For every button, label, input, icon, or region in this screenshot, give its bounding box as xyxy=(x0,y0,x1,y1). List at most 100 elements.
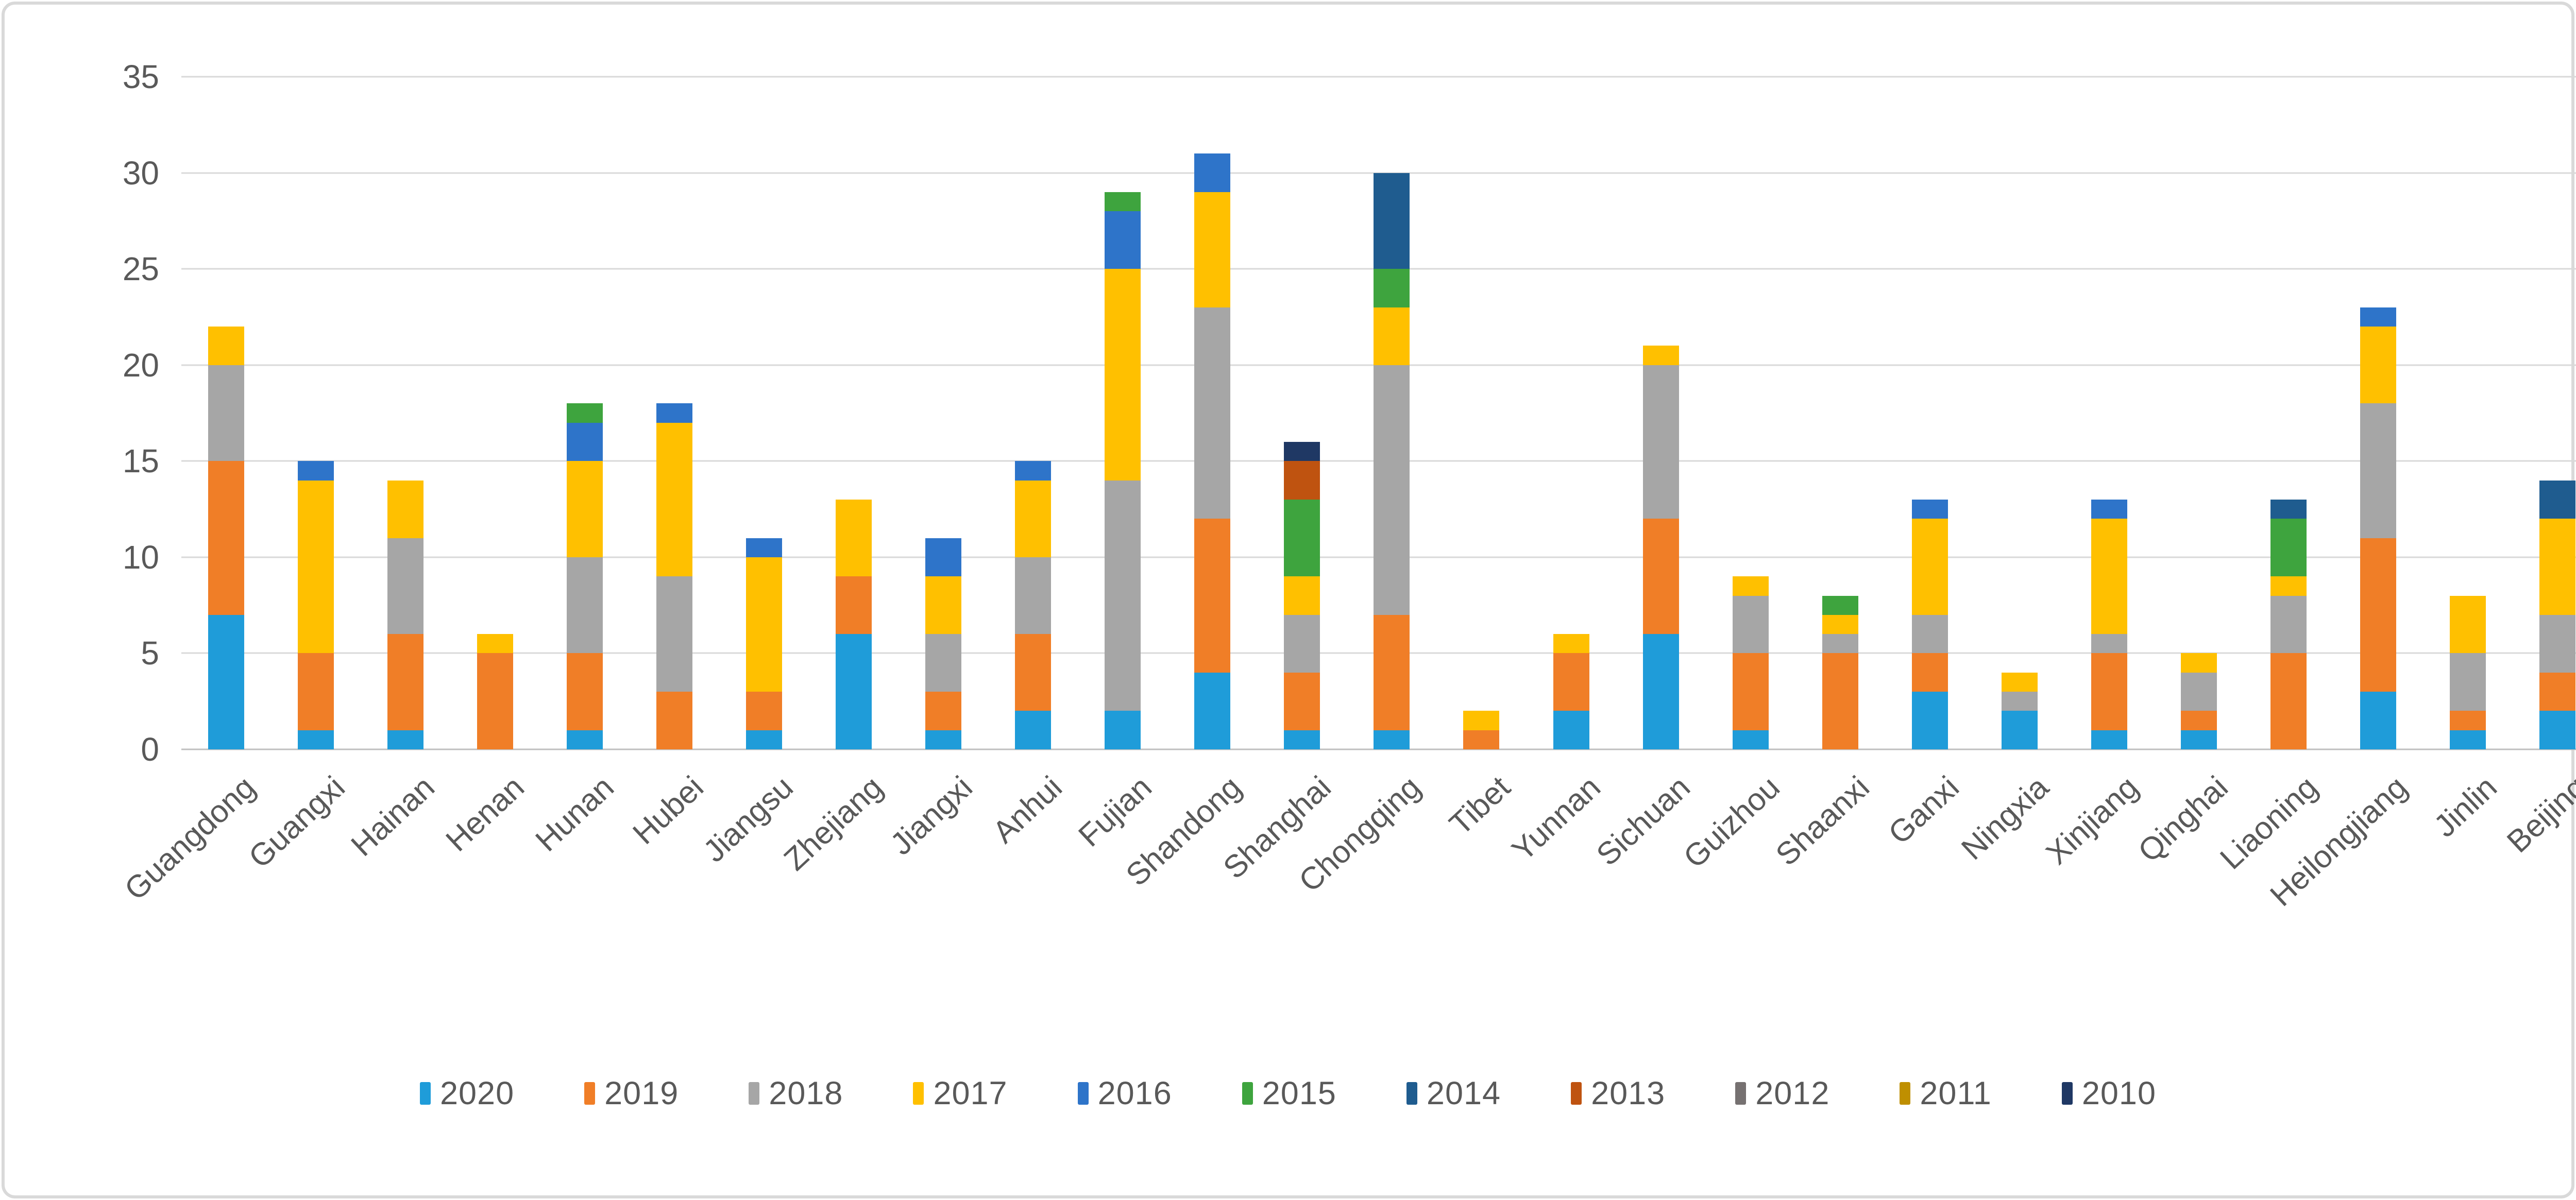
y-axis-tick-label: 10 xyxy=(122,538,159,576)
bar-segment-xinjiang-2018 xyxy=(2091,634,2127,654)
bar-segment-guangdong-2020 xyxy=(208,614,245,749)
x-axis-tick-label: Hunan xyxy=(529,769,621,859)
legend-swatch-icon xyxy=(1571,1082,1582,1105)
bar-segment-qinghai-2020 xyxy=(2180,730,2217,749)
legend-label: 2018 xyxy=(769,1075,843,1111)
legend-swatch-icon xyxy=(1406,1082,1417,1105)
bar-segment-fujian-2015 xyxy=(1105,192,1141,212)
bar-segment-ganxi-2017 xyxy=(1911,519,1948,615)
bar-segment-shaanxi-2018 xyxy=(1822,634,1858,654)
x-axis-tick-label: Ningxia xyxy=(1954,769,2055,867)
y-axis-tick-label: 5 xyxy=(141,635,159,672)
x-axis-tick-label: Ganxi xyxy=(1881,769,1965,851)
legend-item-2015: 2015 xyxy=(1242,1075,1336,1112)
bar-segment-guizhou-2017 xyxy=(1732,576,1769,596)
legend-swatch-icon xyxy=(1900,1082,1911,1105)
legend-label: 2010 xyxy=(2081,1075,2157,1111)
bar-segment-yunnan-2019 xyxy=(1553,653,1589,711)
bar-segment-guangdong-2017 xyxy=(208,327,245,365)
bar-segment-shaanxi-2019 xyxy=(1822,653,1858,749)
bar-segment-sichuan-2019 xyxy=(1642,519,1679,635)
x-axis-tick-label: Tibet xyxy=(1443,769,1517,842)
bar-segment-shanghai-2015 xyxy=(1284,499,1320,577)
bar-segment-liaoning-2018 xyxy=(2270,595,2307,654)
bar-segment-qinghai-2017 xyxy=(2180,653,2217,673)
bar-segment-ningxia-2018 xyxy=(2001,692,2038,711)
bar-segment-jinlin-2019 xyxy=(2449,711,2486,730)
x-axis-tick-label: Shaanxi xyxy=(1769,769,1876,872)
bar-segment-jiangsu-2017 xyxy=(746,557,783,692)
x-axis-tick-label: Anhui xyxy=(986,769,1069,850)
bar-segment-henan-2019 xyxy=(477,653,514,749)
x-axis-tick-label: Zhejiang xyxy=(777,769,890,878)
bar-segment-liaoning-2014 xyxy=(2270,499,2307,519)
x-axis-tick-label: Sichuan xyxy=(1589,769,1697,872)
legend-item-2011: 2011 xyxy=(1900,1075,1991,1112)
legend-item-2018: 2018 xyxy=(749,1075,843,1112)
bar-segment-hunan-2016 xyxy=(567,422,603,461)
bar-segment-ganxi-2018 xyxy=(1911,614,1948,654)
bar-segment-fujian-2018 xyxy=(1105,480,1141,711)
x-axis-tick-label: Guizhou xyxy=(1676,769,1786,875)
legend-item-2014: 2014 xyxy=(1406,1075,1501,1112)
legend-label: 2012 xyxy=(1755,1075,1830,1111)
bar-segment-shanghai-2020 xyxy=(1284,730,1320,749)
y-axis-tick-label: 35 xyxy=(122,58,159,95)
bar-segment-hunan-2019 xyxy=(567,653,603,730)
bar-segment-beijing-2019 xyxy=(2539,672,2575,711)
chart-legend: 2020 2019 2018 2017 2016 2015 2014 2013 2012 2011… xyxy=(5,1075,2571,1112)
bar-segment-jinlin-2017 xyxy=(2449,595,2486,654)
bar-segment-tibet-2019 xyxy=(1463,730,1500,749)
bar-segment-zhejiang-2020 xyxy=(836,634,872,749)
bar-segment-shaanxi-2015 xyxy=(1822,595,1858,615)
bar-segment-guangxi-2020 xyxy=(298,730,334,749)
bar-segment-hainan-2020 xyxy=(387,730,424,749)
bar-segment-ganxi-2019 xyxy=(1911,653,1948,692)
x-axis-tick-label: Guangxi xyxy=(242,769,352,875)
legend-swatch-icon xyxy=(749,1082,760,1105)
bar-segment-guangxi-2017 xyxy=(298,480,334,654)
bar-segment-tibet-2017 xyxy=(1463,711,1500,730)
bar-segment-xinjiang-2019 xyxy=(2091,653,2127,730)
bar-segment-jiangxi-2017 xyxy=(925,576,962,635)
bar-segment-jiangxi-2019 xyxy=(925,692,962,730)
bar-segment-heilongjiang-2016 xyxy=(2360,307,2396,327)
bar-segment-hunan-2015 xyxy=(567,403,603,423)
bar-segment-hainan-2017 xyxy=(387,480,424,538)
bar-segment-chongqing-2020 xyxy=(1374,730,1410,749)
y-axis-tick-label: 20 xyxy=(122,346,159,384)
bar-segment-ganxi-2020 xyxy=(1911,692,1948,749)
bar-segment-anhui-2020 xyxy=(1015,711,1052,749)
bar-segment-yunnan-2020 xyxy=(1553,711,1589,749)
x-axis-tick-label: Jinlin xyxy=(2427,769,2503,844)
gridline xyxy=(181,76,2576,78)
bar-segment-guizhou-2020 xyxy=(1732,730,1769,749)
bar-segment-anhui-2016 xyxy=(1015,461,1052,481)
bar-segment-jiangsu-2016 xyxy=(746,538,783,557)
bar-segment-liaoning-2019 xyxy=(2270,653,2307,749)
bar-segment-hainan-2018 xyxy=(387,538,424,635)
bar-segment-jinlin-2018 xyxy=(2449,653,2486,711)
legend-item-2019: 2019 xyxy=(584,1075,679,1112)
legend-label: 2016 xyxy=(1097,1075,1172,1111)
y-axis-tick-label: 25 xyxy=(122,250,159,288)
legend-item-2012: 2012 xyxy=(1735,1075,1829,1112)
bar-segment-shanghai-2010 xyxy=(1284,441,1320,461)
bar-segment-hubei-2017 xyxy=(656,422,693,577)
bar-segment-shandong-2020 xyxy=(1194,672,1231,749)
bar-segment-fujian-2016 xyxy=(1105,211,1141,269)
bar-segment-shanghai-2019 xyxy=(1284,672,1320,730)
bar-segment-sichuan-2018 xyxy=(1642,365,1679,519)
bar-segment-jiangsu-2020 xyxy=(746,730,783,749)
legend-label: 2017 xyxy=(933,1075,1008,1111)
bar-segment-yunnan-2017 xyxy=(1553,634,1589,654)
bar-segment-chongqing-2018 xyxy=(1374,365,1410,615)
bar-segment-ningxia-2020 xyxy=(2001,711,2038,749)
bar-segment-xinjiang-2017 xyxy=(2091,519,2127,635)
bar-segment-guangxi-2019 xyxy=(298,653,334,730)
bar-segment-zhejiang-2017 xyxy=(836,499,872,577)
legend-swatch-icon xyxy=(2061,1082,2073,1105)
legend-label: 2011 xyxy=(1920,1075,1992,1111)
bar-segment-chongqing-2017 xyxy=(1374,307,1410,365)
